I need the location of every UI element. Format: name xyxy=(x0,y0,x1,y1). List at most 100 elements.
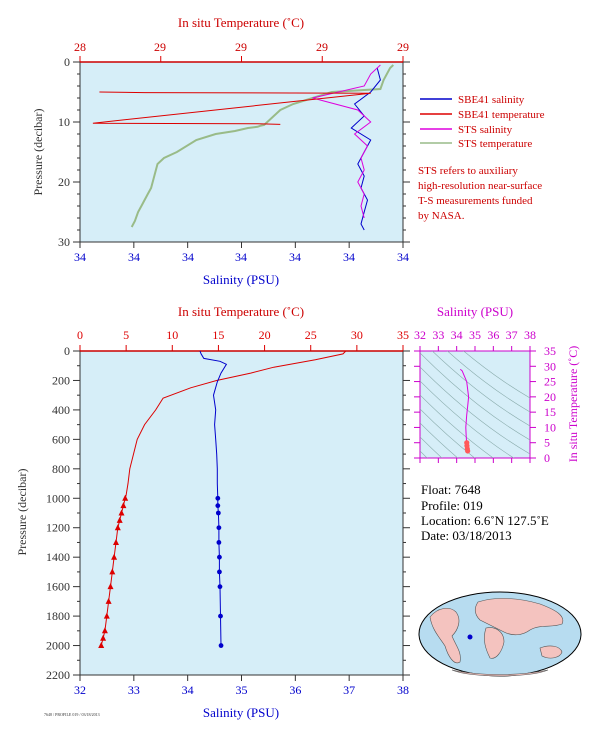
legend-label-sts-salinity: STS salinity xyxy=(458,124,513,136)
main-pressure-tick: 2000 xyxy=(46,639,70,653)
date: Date: 03/18/2013 xyxy=(421,528,512,543)
top-plot-area xyxy=(79,61,404,243)
density-contour xyxy=(420,408,476,458)
salinity-marker xyxy=(216,540,222,545)
ts-panel-salinity-axis-title: Salinity (PSU) xyxy=(437,304,513,319)
salinity-marker xyxy=(217,554,222,560)
ts-series-group xyxy=(459,368,471,454)
note-line: STS refers to auxiliary xyxy=(418,165,518,177)
main-pressure-tick: 0 xyxy=(64,344,70,358)
top-panel-temperature-axis-title: In situ Temperature (˚C) xyxy=(178,15,304,30)
top-panel-pressure-tick-labels: 0 10 20 30 xyxy=(58,55,70,249)
density-contour xyxy=(420,352,530,441)
density-contour xyxy=(420,366,530,455)
top-temp-tick: 29 xyxy=(235,40,247,54)
ts-temp-tick: 25 xyxy=(544,375,556,389)
sts-note: STS refers to auxiliary high-resolution … xyxy=(418,165,542,222)
main-temp-tick: 15 xyxy=(212,328,224,342)
temperature-marker xyxy=(118,509,125,516)
salinity-marker xyxy=(215,510,221,516)
top-panel-temperature-tick-labels: 28 29 29 29 29 xyxy=(74,40,409,54)
temperature-marker xyxy=(98,642,105,648)
temperature-marker xyxy=(100,634,107,641)
top-panel-pressure-axis-title: Pressure (decibar) xyxy=(31,109,45,196)
ts-density-contours xyxy=(420,351,530,458)
salinity-marker xyxy=(217,569,222,575)
ts-temp-tick: 15 xyxy=(544,405,556,419)
main-temperature-tick-labels: 0 5 10 15 20 25 30 35 xyxy=(77,328,409,351)
ts-sal-tick: 34 xyxy=(451,328,463,342)
ts-sal-tick: 36 xyxy=(487,328,499,342)
salinity-marker xyxy=(217,584,223,590)
main-sal-tick: 36 xyxy=(289,683,301,697)
main-pressure-tick: 1400 xyxy=(46,550,70,564)
main-pressure-tick: 1200 xyxy=(46,521,70,535)
top-line-sts-salinity xyxy=(312,64,381,219)
top-sal-tick: 34 xyxy=(397,250,409,264)
temperature-marker xyxy=(114,524,121,531)
main-temperature-line xyxy=(100,350,347,646)
main-panel-salinity-axis-title: Salinity (PSU) xyxy=(203,705,279,720)
main-temp-tick: 30 xyxy=(351,328,363,342)
legend-label-sts-temperature: STS temperature xyxy=(458,138,532,150)
top-pressure-tick: 30 xyxy=(58,235,70,249)
top-pressure-tick: 0 xyxy=(64,55,70,69)
main-panel-temperature-axis-title: In situ Temperature (˚C) xyxy=(178,304,304,319)
float-id: Float: 7648 xyxy=(421,482,481,497)
ts-panel-temperature-axis-title: In situ Temperature (˚C) xyxy=(566,346,580,463)
salinity-marker xyxy=(215,503,221,509)
temperature-marker xyxy=(111,553,118,560)
salinity-marker xyxy=(215,495,221,501)
main-panel: In situ Temperature (˚C) 0 5 10 15 20 25 30 35 … xyxy=(15,304,410,720)
density-contour xyxy=(431,351,530,427)
main-temp-tick: 35 xyxy=(397,328,409,342)
top-temp-tick: 29 xyxy=(316,40,328,54)
world-map xyxy=(418,591,582,677)
main-pressure-tick: 200 xyxy=(52,373,70,387)
map-land-australia xyxy=(539,645,563,659)
top-sal-tick: 34 xyxy=(182,250,194,264)
main-pressure-tick: 600 xyxy=(52,432,70,446)
note-line: by NASA. xyxy=(418,210,465,222)
temperature-marker xyxy=(101,627,108,634)
map-land-americas xyxy=(429,608,461,664)
temperature-marker xyxy=(109,568,116,575)
temperature-marker xyxy=(122,494,129,501)
top-sal-tick: 34 xyxy=(289,250,301,264)
ts-sal-tick: 33 xyxy=(432,328,444,342)
ts-temp-tick: 10 xyxy=(544,420,556,434)
ts-deep-marker xyxy=(465,448,471,454)
top-panel-salinity-axis-title: Salinity (PSU) xyxy=(203,272,279,287)
density-contour xyxy=(420,422,459,458)
density-contour xyxy=(420,380,515,458)
main-salinity-tick-labels: 32 33 34 35 36 37 38 xyxy=(74,675,409,697)
main-sal-tick: 34 xyxy=(182,683,194,697)
main-temp-tick: 25 xyxy=(305,328,317,342)
top-series-group xyxy=(73,56,410,248)
top-temp-tick: 28 xyxy=(74,40,86,54)
legend: SBE41 salinity SBE41 temperature STS sal… xyxy=(420,94,545,150)
ts-sal-tick: 38 xyxy=(524,328,536,342)
main-sal-tick: 37 xyxy=(343,683,355,697)
map-land-eurasia xyxy=(474,598,564,636)
temperature-marker xyxy=(103,612,110,619)
map-land-africa xyxy=(484,627,505,659)
temperature-marker xyxy=(105,597,112,604)
temperature-marker xyxy=(107,583,114,590)
main-sal-tick: 38 xyxy=(397,683,409,697)
float-info: Float: 7648 Profile: 019 Location: 6.6˚N… xyxy=(421,482,549,543)
main-pressure-tick-labels: 0 200 400 600 800 1000 1200 1400 1600 1800 2000 220… xyxy=(46,344,410,682)
top-line-sts-temperature xyxy=(130,64,394,228)
main-sal-tick: 33 xyxy=(128,683,140,697)
density-contour xyxy=(420,436,443,458)
top-pressure-tick: 20 xyxy=(58,175,70,189)
top-panel: In situ Temperature (˚C) 28 29 29 29 29 … xyxy=(31,15,410,287)
profile-number: Profile: 019 xyxy=(421,498,483,513)
legend-label-sbe41-salinity: SBE41 salinity xyxy=(458,94,525,106)
ts-temp-tick: 0 xyxy=(544,451,550,465)
top-sal-tick: 34 xyxy=(128,250,140,264)
legend-label-sbe41-temperature: SBE41 temperature xyxy=(458,109,545,121)
density-contour xyxy=(446,351,530,413)
note-line: T-S measurements funded xyxy=(418,195,533,207)
